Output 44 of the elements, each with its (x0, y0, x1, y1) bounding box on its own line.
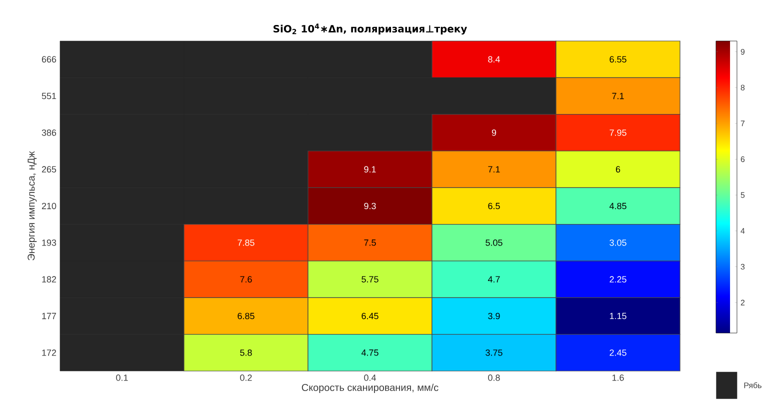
data-label: 7.1 (488, 166, 500, 172)
data-label: 8.4 (488, 56, 500, 63)
y-tick-label: 182 (42, 276, 56, 283)
data-label: 4.7 (488, 276, 500, 282)
y-tick-label: 172 (42, 350, 56, 356)
data-label: 9.3 (364, 202, 376, 210)
data-label: 3.9 (488, 312, 500, 320)
y-tick-label: 386 (42, 129, 56, 136)
data-label: 3.75 (486, 349, 502, 356)
data-label: 6.85 (238, 312, 254, 320)
x-tick-label: 0.1 (116, 374, 128, 381)
data-label: 2.25 (610, 276, 626, 283)
data-label: 9 (492, 129, 496, 136)
data-label: 7.85 (238, 239, 254, 246)
data-label: 7.6 (240, 276, 252, 283)
x-tick-label: 0.4 (364, 374, 376, 381)
data-label: 5.05 (486, 239, 502, 246)
data-label: 4.75 (361, 350, 378, 356)
y-tick-label: 177 (42, 312, 56, 320)
data-label: 6.55 (610, 56, 626, 63)
data-label: 1.15 (610, 312, 626, 320)
y-tick-label: 551 (42, 92, 56, 100)
x-axis-title: Скорость сканирования, мм/с (302, 384, 438, 393)
data-label: 6.5 (488, 202, 500, 210)
y-tick-label: 193 (42, 239, 56, 246)
data-label: 7.95 (610, 129, 626, 136)
chart-title: SiO$_{2}$ 10$^{4}$∗Δn, поляризация⊥треку (274, 24, 467, 35)
y-tick-label: 210 (42, 202, 56, 210)
x-tick-label: 0.8 (488, 374, 500, 381)
data-label: 6.45 (362, 312, 378, 320)
data-label: 3.05 (610, 239, 626, 246)
data-label: 6 (616, 166, 620, 173)
x-tick-label: 1.6 (612, 374, 624, 381)
x-tick-label: 0.2 (240, 374, 252, 381)
data-label: 7.1 (612, 92, 624, 100)
y-tick-label: 666 (42, 56, 56, 63)
y-axis-title: Энергия импульса, нДж (28, 151, 37, 260)
data-label: 2.45 (610, 349, 626, 356)
data-label: 7.5 (364, 240, 376, 246)
data-label: 5.75 (362, 276, 378, 282)
y-tick-label: 265 (42, 166, 56, 173)
data-label: 9.1 (364, 166, 376, 173)
data-label: 5.8 (240, 349, 252, 356)
data-label: 4.85 (609, 202, 626, 210)
